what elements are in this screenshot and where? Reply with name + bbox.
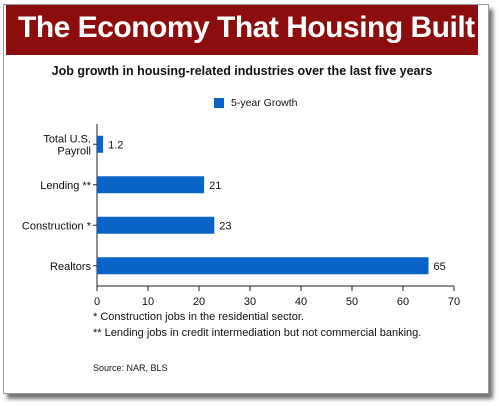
bar [97,257,429,275]
bar [97,176,205,194]
bar [97,216,215,234]
x-tick-label: 40 [295,296,307,308]
x-tick-label: 0 [94,296,100,308]
x-tick-label: 30 [244,296,256,308]
bar-value-label: 23 [219,220,231,232]
source-note: Source: NAR, BLS [93,363,168,373]
legend-swatch [214,98,224,108]
x-tick-label: 60 [397,296,409,308]
bar-value-label: 1.2 [108,139,123,151]
title-banner: The Economy That Housing Built [6,5,478,55]
category-label: Realtors [50,261,91,273]
x-tick-label: 50 [346,296,358,308]
chart-title: Job growth in housing-related industries… [51,64,433,78]
footnote-lending: ** Lending jobs in credit intermediation… [93,327,422,339]
chart-card [3,4,489,394]
x-tick-label: 20 [193,296,205,308]
category-label-line: Realtors [50,261,91,273]
category-label-line: Total U.S. [43,133,91,145]
x-tick-label: 10 [142,296,154,308]
category-label-line: Construction * [22,220,92,232]
chart-legend: 5-year Growth [214,97,298,109]
bar-value-label: 65 [434,261,446,273]
bar-value-label: 21 [209,180,221,192]
category-label-line: Payroll [57,145,91,157]
category-label: Construction * [22,220,92,232]
bar [97,135,104,153]
category-label: Total U.S. Payroll [43,133,91,157]
category-label: Lending ** [40,180,91,192]
legend-label: 5-year Growth [231,97,298,109]
banner-title: The Economy That Housing Built [18,11,475,44]
category-label-line: Lending ** [40,180,91,192]
x-tick-label: 70 [448,296,460,308]
footnote-construction: * Construction jobs in the residential s… [93,311,304,323]
